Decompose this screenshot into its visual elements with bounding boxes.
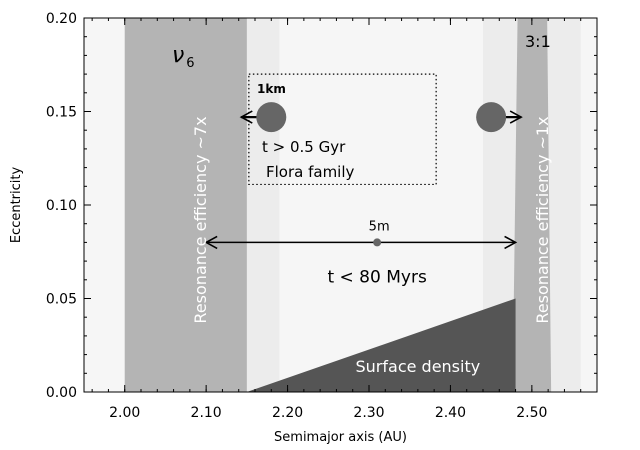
family-label: Flora family xyxy=(266,163,355,181)
surface-density-label: Surface density xyxy=(356,357,481,376)
small-asteroid-size-label: 5m xyxy=(369,219,390,234)
y-tick-label: 0.15 xyxy=(46,105,77,121)
x-tick-label: 2.50 xyxy=(516,405,547,421)
big-body-left xyxy=(256,102,287,133)
nu6-halo xyxy=(246,18,280,392)
y-tick-label: 0.00 xyxy=(46,385,77,401)
x-tick-label: 2.00 xyxy=(109,405,140,421)
markers xyxy=(204,73,523,250)
family-box xyxy=(248,73,437,186)
arrow-left-head xyxy=(239,110,253,124)
left-efficiency-label: Resonance efficiency ~7x xyxy=(191,116,210,323)
res31-label: 3:1 xyxy=(525,32,551,51)
x-tick-label: 2.20 xyxy=(272,405,303,421)
arrow-right-head xyxy=(509,110,523,124)
x-tick-label: 2.30 xyxy=(353,405,384,421)
nu6-symbol: ν xyxy=(172,43,184,68)
right-efficiency-label: Resonance efficiency ~1x xyxy=(533,116,552,323)
arrow-5m-head-right xyxy=(504,235,518,250)
x-axis-title: Semimajor axis (AU) xyxy=(274,430,407,445)
big-asteroid-time-label: t > 0.5 Gyr xyxy=(262,138,346,156)
ticks: 2.00 2.10 2.20 2.30 2.40 2.50 0.00 0.05 0.10 0.15… xyxy=(46,11,597,421)
regions xyxy=(124,18,581,392)
big-body-right xyxy=(476,102,507,133)
res31-band xyxy=(512,18,552,392)
y-tick-label: 0.20 xyxy=(46,11,77,27)
x-tick-label: 2.10 xyxy=(191,405,222,421)
y-tick-label: 0.05 xyxy=(46,292,77,308)
big-asteroid-size-label: 1km xyxy=(257,82,286,96)
y-tick-label: 0.10 xyxy=(46,198,77,214)
nu6-band xyxy=(124,18,247,392)
arrow-5m-head-left xyxy=(204,235,218,250)
nu6-subscript: 6 xyxy=(186,56,194,71)
x-tick-label: 2.40 xyxy=(435,405,466,421)
small-asteroid-time-label: t < 80 Myrs xyxy=(327,267,426,287)
y-axis-title: Eccentricity xyxy=(9,167,24,244)
small-body xyxy=(373,238,382,247)
surface-density-wedge xyxy=(246,298,516,392)
